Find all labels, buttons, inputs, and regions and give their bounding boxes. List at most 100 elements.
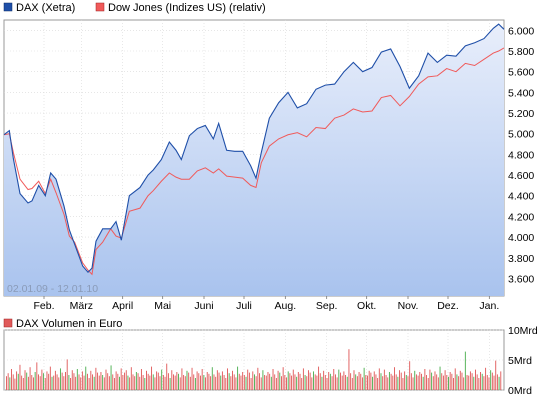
price-chart-panel: 3.600 3.800 4.000 4.200 4.400 4.600 4.800 5.000… [3, 19, 534, 312]
volume-bar [436, 374, 438, 390]
volume-bar [415, 374, 417, 390]
volume-bar [321, 376, 323, 390]
volume-bar [147, 373, 149, 390]
volume-bar [149, 375, 151, 390]
volume-bar [24, 370, 26, 390]
volume-bar [358, 372, 360, 390]
volume-bar [346, 376, 348, 390]
volume-bar [496, 374, 498, 390]
volume-bar [223, 375, 225, 390]
volume-bar [166, 363, 168, 390]
volume-bar [282, 367, 284, 390]
volume-bar [498, 376, 500, 390]
volume-bar [221, 371, 223, 390]
volume-bar [44, 378, 46, 390]
volume-bar [34, 372, 36, 390]
volume-bar [162, 375, 164, 390]
volume-bar [458, 376, 460, 390]
volume-bar [245, 376, 247, 390]
volume-bar [370, 372, 372, 390]
volume-bar [181, 368, 183, 390]
volume-bar [105, 369, 107, 390]
volume-bar [70, 378, 72, 390]
volume-bar [81, 371, 83, 390]
volume-bar [259, 373, 260, 390]
volume-bar [390, 373, 392, 390]
volume-bar [98, 375, 100, 390]
volume-bar [171, 370, 173, 390]
volume-bar [17, 373, 19, 390]
volume-bar [426, 375, 428, 390]
volume-bar [97, 372, 99, 390]
volume-bar [459, 370, 461, 390]
volume-bar [351, 378, 353, 390]
volume-bar [394, 367, 395, 390]
volume-bar [142, 375, 144, 390]
volume-bar [493, 375, 495, 390]
volume-bar [211, 367, 213, 390]
volume-bar [95, 367, 97, 390]
volume-bar [19, 364, 21, 390]
volume-bar [250, 378, 252, 390]
volume-bar [334, 374, 336, 390]
volume-bar [475, 369, 476, 390]
volume-bar [490, 370, 492, 390]
volume-bar [66, 359, 68, 390]
volume-bar [296, 376, 298, 390]
volume-bar [169, 378, 171, 390]
volume-bar [323, 370, 325, 390]
volume-bar [240, 375, 242, 390]
volume-bar [205, 377, 207, 390]
volume-bar [235, 377, 237, 390]
volume-bar [454, 368, 456, 390]
volume-bar [314, 374, 316, 390]
volume-bar [348, 349, 350, 390]
volume-bar [139, 376, 141, 390]
volume-bar [54, 370, 56, 390]
volume-bar [297, 372, 299, 390]
volume-bar [178, 373, 180, 390]
price-x-tick-label: Juni [194, 300, 213, 312]
price-x-tick-label: Mai [154, 300, 171, 312]
volume-bar [176, 372, 178, 390]
date-range-label: 02.01.09 - 12.01.10 [7, 283, 98, 295]
volume-bar [11, 369, 12, 390]
price-y-tick-label: 4.800 [508, 149, 534, 161]
volume-bar [326, 378, 328, 390]
price-x-tick-label: Juli [236, 300, 252, 312]
volume-bar [230, 376, 232, 390]
volume-bar [213, 374, 215, 390]
volume-bar [115, 371, 117, 390]
price-x-tick-label: Okt. [357, 300, 376, 312]
volume-bar [238, 373, 240, 390]
price-x-tick-label: Sep. [316, 300, 338, 312]
volume-bar [399, 370, 401, 390]
volume-bar [319, 373, 321, 390]
volume-bar [242, 372, 244, 390]
volume-bar [210, 376, 212, 390]
volume-bar [378, 368, 380, 390]
volume-bar [59, 368, 61, 390]
volume-bar [385, 375, 387, 390]
price-y-tick-label: 4.200 [508, 211, 534, 223]
volume-bar [429, 369, 431, 390]
volume-bar [129, 377, 131, 390]
volume-bar [464, 351, 466, 390]
volume-bar [124, 372, 126, 390]
volume-bar [122, 375, 124, 390]
volume-bar [432, 376, 434, 390]
volume-chart-panel: 0Mrd 5Mrd 10Mrd [3, 325, 538, 397]
volume-bar [225, 378, 227, 390]
volume-bar [85, 366, 87, 390]
volume-bar [380, 373, 382, 390]
volume-bar [78, 374, 80, 390]
volume-bar [343, 371, 345, 390]
volume-bar [173, 374, 174, 390]
volume-bar [466, 375, 468, 390]
volume-bars [6, 349, 502, 390]
volume-bar [289, 373, 291, 390]
volume-bar [237, 366, 239, 390]
volume-bar [444, 370, 446, 390]
volume-bar [441, 373, 443, 390]
